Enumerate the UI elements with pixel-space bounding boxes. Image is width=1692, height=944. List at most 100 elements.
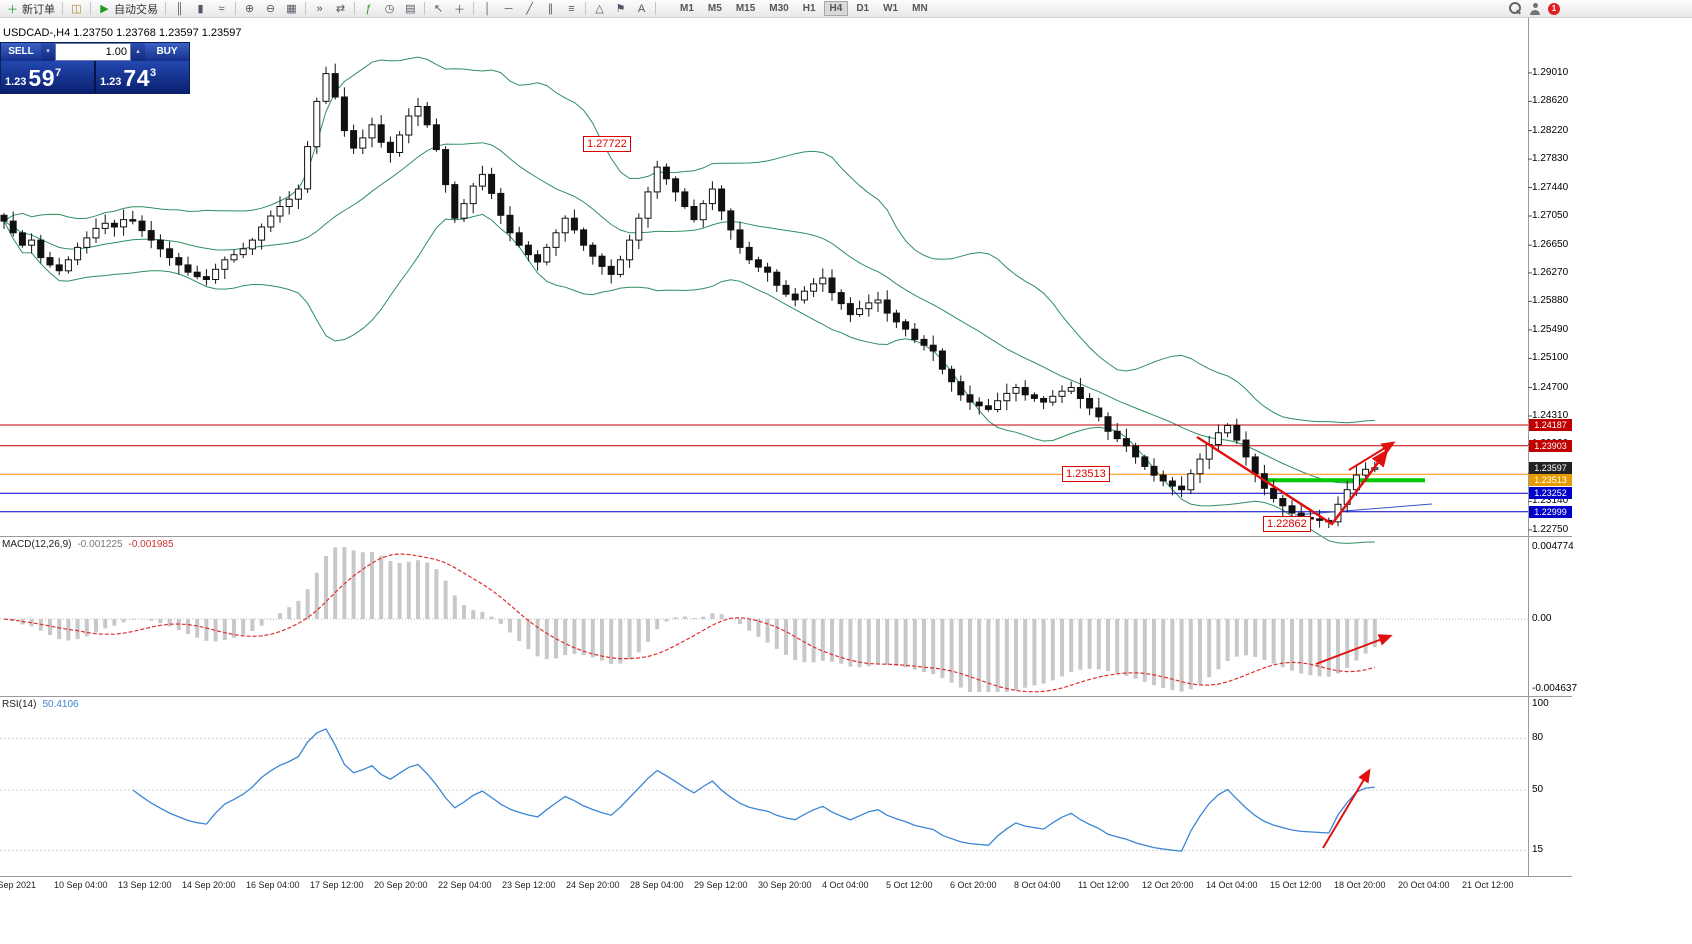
- time-axis-label: 23 Sep 12:00: [502, 880, 556, 890]
- candlestick-chart-icon-button[interactable]: ▮: [190, 1, 211, 17]
- macd-signal-value: -0.001985: [128, 539, 174, 550]
- chart-canvas[interactable]: [0, 18, 1572, 890]
- rsi-value: 50.4106: [42, 699, 79, 710]
- price-axis-label: 1.25490: [1532, 324, 1569, 335]
- timeframe-m1[interactable]: M1: [680, 3, 694, 14]
- rsi-axis-label: 50: [1532, 784, 1544, 795]
- chart-shift-icon-button[interactable]: ⇄: [330, 1, 351, 17]
- zoom-out-icon: ⊖: [265, 3, 276, 15]
- toolbar-separator: [62, 2, 63, 15]
- price-axis-label: 1.22750: [1532, 524, 1569, 535]
- timeframe-mn[interactable]: MN: [912, 3, 928, 14]
- sell-price-small: 1.23: [5, 76, 27, 88]
- chart-workspace: 1.29010 1.28620 1.28220 1.27830 1.27440 1.270…: [0, 18, 1692, 926]
- toolbar-separator: [424, 2, 425, 15]
- time-axis-label: 20 Oct 04:00: [1398, 880, 1450, 890]
- timeframe-w1[interactable]: W1: [883, 3, 899, 14]
- timeframe-h1[interactable]: H1: [802, 3, 816, 14]
- arrows-icon: ⚑: [615, 3, 626, 15]
- account-icon[interactable]: [1529, 2, 1541, 15]
- auto-scroll-icon-button[interactable]: »: [309, 1, 330, 17]
- time-axis-label: 10 Sep 04:00: [54, 880, 108, 890]
- autotrading-button[interactable]: ▶ 自动交易: [94, 1, 162, 17]
- sell-button[interactable]: SELL: [1, 43, 41, 61]
- macd-main-value: -0.001225: [77, 539, 123, 550]
- macd-panel-layer: [0, 547, 1528, 693]
- crosshair-icon-button[interactable]: ＋: [449, 1, 470, 17]
- trendline-icon: ╱: [526, 3, 533, 15]
- zoom-out-icon-button[interactable]: ⊖: [260, 1, 281, 17]
- text-icon-button[interactable]: A: [631, 1, 652, 17]
- arrows-icon-button[interactable]: ⚑: [610, 1, 631, 17]
- channel-icon-button[interactable]: ∥: [540, 1, 561, 17]
- timeframe-m15[interactable]: M15: [735, 3, 756, 14]
- time-axis-label: 22 Sep 04:00: [438, 880, 492, 890]
- time-axis-label: 12 Oct 20:00: [1142, 880, 1194, 890]
- blue-trendline[interactable]: [1294, 503, 1433, 516]
- rsi-panel-layer: [0, 728, 1528, 852]
- buy-price-small: 1.23: [100, 76, 122, 88]
- zoom-in-icon-button[interactable]: ⊕: [239, 1, 260, 17]
- time-axis-label: 13 Sep 12:00: [118, 880, 172, 890]
- search-icon[interactable]: [1509, 2, 1522, 15]
- toolbar-separator: [655, 2, 656, 15]
- time-axis-label: 6 Oct 20:00: [950, 880, 997, 890]
- trendline-icon-button[interactable]: ╱: [519, 1, 540, 17]
- price-axis-label: 1.27050: [1532, 210, 1569, 221]
- fibonacci-icon-button[interactable]: ≡: [561, 1, 582, 17]
- macd-axis-label: 0.00: [1532, 613, 1552, 624]
- volume-down-button[interactable]: ▾: [41, 43, 55, 61]
- new-order-button[interactable]: ＋ 新订单: [2, 1, 59, 17]
- timeframe-m30[interactable]: M30: [769, 3, 789, 14]
- macd-axis-label: -0.004637: [1532, 683, 1578, 694]
- tile-windows-icon-button[interactable]: ▦: [281, 1, 302, 17]
- vertical-line-icon-button[interactable]: │: [477, 1, 498, 17]
- chart-screenshot-button[interactable]: ◫: [66, 1, 87, 17]
- macd-arrow[interactable]: [1315, 634, 1393, 665]
- notification-badge[interactable]: 1: [1548, 2, 1560, 15]
- buy-button[interactable]: BUY: [145, 43, 189, 61]
- time-axis-label: 29 Sep 12:00: [694, 880, 748, 890]
- buy-price[interactable]: 1.23 74 3: [96, 61, 189, 93]
- buy-price-sup: 3: [150, 67, 157, 79]
- price-annotation: 1.23513: [1062, 466, 1110, 482]
- templates-icon: ▤: [405, 3, 416, 15]
- red-arrow[interactable]: [1348, 441, 1396, 471]
- time-axis-label: 24 Sep 20:00: [566, 880, 620, 890]
- shapes-icon-button[interactable]: △: [589, 1, 610, 17]
- price-axis-label: 1.24310: [1532, 410, 1569, 421]
- horizontal-line-icon-button[interactable]: ─: [498, 1, 519, 17]
- price-tag: 1.23597: [1529, 462, 1572, 474]
- time-axis-label: 14 Oct 04:00: [1206, 880, 1258, 890]
- bar-chart-icon-button[interactable]: ║: [169, 1, 190, 17]
- sell-price[interactable]: 1.23 59 7: [1, 61, 96, 93]
- volume-input[interactable]: [55, 43, 131, 61]
- time-axis-label: 14 Sep 20:00: [182, 880, 236, 890]
- time-axis-label: 21 Oct 12:00: [1462, 880, 1514, 890]
- rsi-axis-label: 100: [1532, 698, 1549, 709]
- time-axis-label: 4 Oct 04:00: [822, 880, 869, 890]
- cursor-icon-button[interactable]: ↖: [428, 1, 449, 17]
- horizontal-line-icon: ─: [504, 2, 513, 15]
- indicators-icon-button[interactable]: ƒ: [358, 1, 379, 17]
- line-chart-icon-button[interactable]: ≈: [211, 1, 232, 17]
- timeframe-m5[interactable]: M5: [707, 3, 722, 14]
- toolbar-separator: [90, 2, 91, 15]
- price-tag: 1.22999: [1529, 506, 1572, 518]
- chart-title: USDCAD-,H4 1.23750 1.23768 1.23597 1.235…: [3, 27, 242, 39]
- timeframe-d1[interactable]: D1: [856, 3, 870, 14]
- red-trend-path[interactable]: [1196, 435, 1389, 526]
- toolbar-right-group: 1: [1509, 2, 1690, 15]
- shapes-icon: △: [595, 3, 604, 15]
- main-toolbar: ＋ 新订单 ◫ ▶ 自动交易 ║ ▮ ≈ ⊕ ⊖ ▦ » ⇄ ƒ ◷ ▤ ↖ ＋ │ ─ ╱ ∥ ≡ △ ⚑ A M1 M5 M15 M3…: [0, 0, 1692, 18]
- new-order-icon: ＋: [7, 3, 18, 16]
- price-axis-label: 1.29010: [1532, 67, 1569, 78]
- rsi-arrow[interactable]: [1322, 768, 1371, 849]
- sell-price-sup: 7: [55, 67, 62, 79]
- templates-icon-button[interactable]: ▤: [400, 1, 421, 17]
- channel-icon: ∥: [547, 3, 554, 15]
- zoom-in-icon: ⊕: [244, 3, 255, 15]
- timeframe-h4[interactable]: H4: [823, 1, 849, 16]
- volume-up-button[interactable]: ▴: [131, 43, 145, 61]
- periods-icon-button[interactable]: ◷: [379, 1, 400, 17]
